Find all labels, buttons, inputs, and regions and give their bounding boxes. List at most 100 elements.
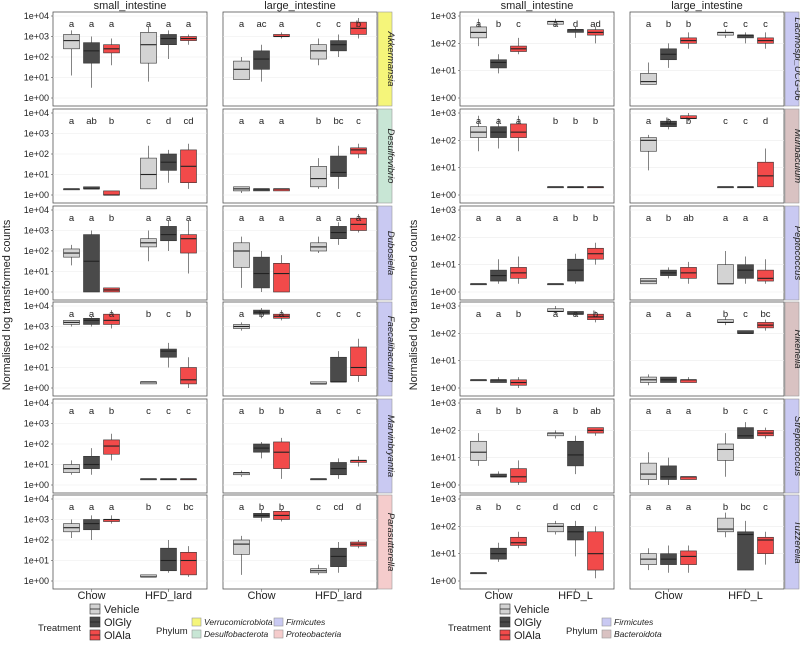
- box-olala: [180, 551, 197, 576]
- significance-letter: ab: [683, 213, 694, 224]
- significance-letter: b: [723, 309, 728, 320]
- significance-letter: b: [146, 502, 151, 513]
- significance-letter: a: [89, 502, 95, 513]
- y-tick-label: 1e+03: [24, 419, 49, 429]
- significance-letter: a: [69, 502, 75, 513]
- significance-letter: ab: [86, 116, 97, 127]
- significance-letter: a: [336, 213, 342, 224]
- significance-letter: a: [646, 116, 652, 127]
- column-title: large_intestine: [264, 0, 336, 12]
- significance-letter: b: [279, 406, 284, 417]
- significance-letter: c: [336, 309, 341, 320]
- significance-letter: b: [686, 116, 691, 127]
- significance-letter: a: [553, 19, 559, 30]
- legend-label: OlGly: [514, 617, 542, 629]
- significance-letter: a: [89, 406, 95, 417]
- x-tick-label: Chow: [654, 590, 682, 602]
- significance-letter: b: [666, 116, 671, 127]
- box-olgly: [330, 40, 347, 52]
- significance-letter: c: [723, 19, 728, 30]
- panel-frame: [629, 108, 785, 204]
- box-vehicle: [640, 73, 657, 85]
- significance-letter: b: [573, 213, 578, 224]
- significance-letter: d: [763, 116, 768, 127]
- significance-letter: a: [646, 502, 652, 513]
- legend-label: OlGly: [104, 617, 132, 629]
- y-tick-label: 1e+00: [431, 190, 456, 200]
- significance-letter: a: [476, 309, 482, 320]
- significance-letter: b: [316, 116, 321, 127]
- box-olala: [680, 550, 697, 565]
- significance-letter: ad: [590, 19, 601, 30]
- legend-treatment-title: Treatment: [38, 623, 81, 634]
- column-title: large_intestine: [671, 0, 743, 12]
- taxon-label: Rikenella: [792, 329, 800, 368]
- legend-label: Vehicle: [104, 604, 139, 616]
- taxon-label: Parasutterella: [385, 513, 396, 572]
- significance-letter: a: [166, 19, 172, 30]
- phylum-strip: [377, 398, 393, 494]
- significance-letter: c: [763, 406, 768, 417]
- column-title: small_intestine: [501, 0, 574, 12]
- box-olgly: [83, 519, 100, 531]
- significance-letter: c: [356, 309, 361, 320]
- significance-letter: c: [743, 19, 748, 30]
- phylum-strip: [784, 108, 800, 204]
- y-tick-label: 1e+04: [24, 11, 49, 21]
- significance-letter: a: [146, 213, 152, 224]
- legend-phylum-swatch: [273, 617, 284, 627]
- y-tick-label: 1e+02: [431, 425, 456, 435]
- taxon-label: Streptococcus: [792, 416, 800, 476]
- significance-letter: a: [239, 502, 245, 513]
- y-tick-label: 1e+01: [24, 460, 49, 470]
- panel-frame: [629, 205, 785, 301]
- significance-letter: c: [166, 502, 171, 513]
- panel-frame: [459, 108, 615, 204]
- taxon-label: Desulfovibrio: [385, 129, 396, 184]
- box-olgly: [330, 155, 347, 177]
- box-vehicle: [717, 264, 734, 285]
- y-tick-label: 1e+02: [24, 439, 49, 449]
- x-tick-label: Chow: [77, 590, 105, 602]
- significance-letter: c: [336, 19, 341, 30]
- significance-letter: a: [496, 309, 502, 320]
- significance-letter: b: [686, 19, 691, 30]
- box-olgly: [83, 455, 100, 469]
- box-olgly: [567, 440, 584, 467]
- x-tick-label: HFD_lard: [315, 590, 362, 602]
- legend-label: OlAla: [104, 630, 132, 642]
- x-tick-label: HFD_lard: [145, 590, 192, 602]
- significance-letter: a: [666, 406, 672, 417]
- y-tick-label: 1e+03: [431, 494, 456, 504]
- taxon-label: Akkermansia: [385, 31, 396, 87]
- significance-letter: a: [109, 309, 115, 320]
- legend-phylum-swatch: [273, 629, 284, 639]
- box-olgly: [83, 42, 100, 64]
- taxon-label: Tuzzerella: [792, 520, 800, 563]
- y-tick-label: 1e+04: [24, 301, 49, 311]
- significance-letter: a: [553, 309, 559, 320]
- significance-letter: a: [743, 213, 749, 224]
- significance-letter: a: [723, 213, 729, 224]
- significance-letter: b: [259, 502, 264, 513]
- significance-letter: a: [109, 19, 115, 30]
- significance-letter: c: [316, 19, 321, 30]
- significance-letter: a: [686, 406, 692, 417]
- legend-phylum-swatch: [601, 629, 612, 639]
- significance-letter: b: [593, 309, 598, 320]
- x-tick-label: Chow: [484, 590, 512, 602]
- box-olala: [103, 313, 120, 325]
- significance-letter: a: [476, 19, 482, 30]
- y-tick-label: 1e+02: [24, 246, 49, 256]
- significance-letter: b: [186, 309, 191, 320]
- box-vehicle: [140, 157, 157, 190]
- box-vehicle: [310, 166, 327, 188]
- significance-letter: c: [593, 502, 598, 513]
- y-tick-label: 1e+03: [24, 32, 49, 42]
- y-tick-label: 1e+02: [24, 342, 49, 352]
- significance-letter: a: [279, 19, 285, 30]
- significance-letter: a: [646, 19, 652, 30]
- significance-letter: c: [723, 116, 728, 127]
- y-tick-label: 1e+00: [24, 383, 49, 393]
- significance-letter: b: [593, 213, 598, 224]
